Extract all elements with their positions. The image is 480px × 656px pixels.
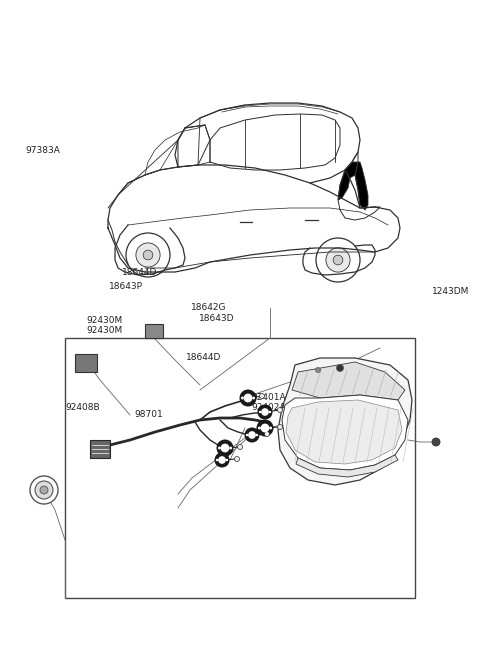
Circle shape bbox=[264, 432, 269, 436]
Circle shape bbox=[269, 411, 271, 413]
Circle shape bbox=[240, 390, 256, 406]
Circle shape bbox=[261, 424, 269, 432]
Circle shape bbox=[315, 367, 321, 373]
Circle shape bbox=[277, 407, 283, 413]
Circle shape bbox=[277, 424, 283, 430]
Circle shape bbox=[248, 431, 256, 439]
Circle shape bbox=[260, 394, 264, 398]
Circle shape bbox=[246, 434, 248, 436]
Circle shape bbox=[218, 447, 221, 449]
Text: 97383A: 97383A bbox=[26, 146, 60, 155]
Circle shape bbox=[238, 445, 242, 449]
Text: 18644D: 18644D bbox=[122, 268, 158, 277]
Circle shape bbox=[217, 440, 233, 456]
Circle shape bbox=[258, 426, 261, 430]
Circle shape bbox=[432, 438, 440, 446]
Circle shape bbox=[215, 453, 229, 467]
Polygon shape bbox=[355, 162, 368, 210]
Circle shape bbox=[226, 459, 228, 461]
Polygon shape bbox=[282, 395, 408, 470]
Polygon shape bbox=[338, 162, 358, 200]
Bar bbox=[65, 338, 415, 598]
Circle shape bbox=[256, 434, 258, 436]
Text: 92430M: 92430M bbox=[86, 316, 123, 325]
Circle shape bbox=[269, 426, 272, 430]
Text: 18643D: 18643D bbox=[199, 314, 235, 323]
Circle shape bbox=[216, 459, 218, 461]
Text: 92401A: 92401A bbox=[252, 393, 286, 402]
Circle shape bbox=[326, 248, 350, 272]
Polygon shape bbox=[286, 400, 402, 464]
Circle shape bbox=[235, 457, 240, 462]
Text: 92402A: 92402A bbox=[252, 403, 286, 412]
Circle shape bbox=[336, 365, 344, 371]
Circle shape bbox=[243, 394, 252, 402]
Text: 92408B: 92408B bbox=[65, 403, 100, 412]
Polygon shape bbox=[292, 362, 405, 400]
Bar bbox=[90, 440, 110, 458]
Circle shape bbox=[333, 255, 343, 265]
Circle shape bbox=[136, 243, 160, 267]
Circle shape bbox=[257, 420, 273, 436]
Circle shape bbox=[221, 443, 229, 453]
Text: 98701: 98701 bbox=[134, 409, 163, 419]
Circle shape bbox=[316, 238, 360, 282]
Circle shape bbox=[258, 405, 272, 419]
Circle shape bbox=[229, 447, 232, 449]
Circle shape bbox=[259, 411, 261, 413]
Circle shape bbox=[40, 486, 48, 494]
Circle shape bbox=[126, 233, 170, 277]
Bar bbox=[75, 354, 97, 372]
Circle shape bbox=[241, 397, 244, 400]
Circle shape bbox=[261, 408, 269, 416]
Circle shape bbox=[245, 428, 259, 442]
Circle shape bbox=[218, 456, 226, 464]
Polygon shape bbox=[296, 455, 398, 477]
Text: 1243DM: 1243DM bbox=[432, 287, 469, 297]
Text: 18643P: 18643P bbox=[109, 282, 144, 291]
Circle shape bbox=[252, 397, 255, 400]
Circle shape bbox=[35, 481, 53, 499]
Circle shape bbox=[30, 476, 58, 504]
Text: 18642G: 18642G bbox=[191, 303, 226, 312]
Text: 92430M: 92430M bbox=[86, 325, 123, 335]
Polygon shape bbox=[278, 358, 412, 485]
Text: 18644D: 18644D bbox=[186, 353, 222, 362]
Circle shape bbox=[143, 250, 153, 260]
Bar bbox=[145, 324, 163, 338]
